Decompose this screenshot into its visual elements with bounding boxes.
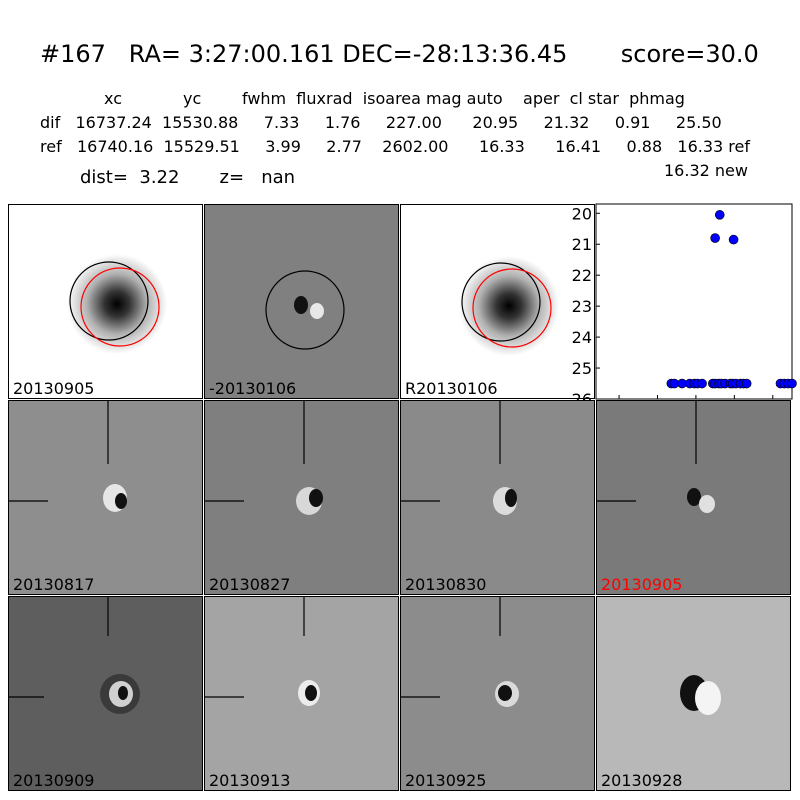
stamp-20130928: 20130928 [596, 596, 791, 791]
data-point [728, 234, 739, 245]
stamp-image [401, 597, 519, 707]
new-mag-row: 16.32 new [664, 161, 748, 180]
y-tick-label: 22 [572, 266, 592, 285]
panel-label: R20130106 [405, 379, 498, 398]
data-point [787, 378, 797, 389]
column-header-row: xc yc fwhm fluxrad isoarea mag auto aper… [104, 89, 685, 108]
light-curve-chart: 20212223242526−100−50050100 [572, 203, 797, 420]
y-tick-label: 24 [572, 328, 592, 347]
ref-aperture-ring [461, 262, 541, 342]
stamp-20130817: 20130817 [8, 400, 203, 595]
top-panel-new: 20130905 [8, 204, 203, 399]
diff-dark-lobe [294, 296, 308, 314]
y-tick-label: 21 [572, 235, 592, 254]
y-tick-label: 20 [572, 204, 592, 223]
data-point [710, 233, 720, 243]
new-aperture-ring [80, 267, 160, 347]
stamp-20130913: 20130913 [204, 596, 399, 791]
y-tick-label: 25 [572, 359, 592, 378]
panel-label: 20130817 [13, 575, 95, 594]
panel-label-highlighted: 20130905 [601, 575, 683, 594]
dif-row: dif 16737.24 15530.88 7.33 1.76 227.00 2… [40, 113, 722, 132]
stamp-image [9, 401, 127, 512]
data-point [714, 210, 725, 220]
data-point [741, 378, 752, 389]
stamp-20130830: 20130830 [400, 400, 595, 595]
top-panel-diff: -20130106 [204, 204, 399, 399]
page-title: #167 RA= 3:27:00.161 DEC=-28:13:36.45 sc… [40, 40, 759, 68]
panel-label: 20130909 [13, 771, 95, 790]
stamp-20130905: 20130905 [596, 400, 791, 595]
panel-label: 20130905 [13, 379, 95, 398]
stamp-diff-image [265, 270, 345, 350]
stamp-image [205, 597, 320, 706]
stamp-image [401, 401, 517, 515]
stamp-20130925: 20130925 [400, 596, 595, 791]
plot-frame [595, 203, 793, 400]
stamp-20130827: 20130827 [204, 400, 399, 595]
panel-label: 20130913 [209, 771, 291, 790]
panel-label: 20130827 [209, 575, 291, 594]
data-point [697, 378, 707, 389]
panel-label: -20130106 [209, 379, 297, 398]
y-tick-label: 23 [572, 297, 592, 316]
panel-label: 20130928 [601, 771, 683, 790]
stamp-image [205, 401, 323, 515]
new-aperture-ring [472, 268, 552, 348]
stamp-new-image [67, 254, 167, 354]
panel-label: 20130925 [405, 771, 487, 790]
stamp-image [9, 597, 140, 714]
star-blob [459, 256, 559, 356]
stamp-image [680, 675, 721, 715]
panel-label: 20130830 [405, 575, 487, 594]
ref-aperture-ring [69, 261, 149, 341]
stamp-20130909: 20130909 [8, 596, 203, 791]
diff-aperture-ring [265, 270, 345, 350]
stamp-image [597, 401, 715, 513]
diff-light-lobe [310, 303, 324, 319]
ref-row: ref 16740.16 15529.51 3.99 2.77 2602.00 … [40, 137, 750, 156]
top-panel-ref: R20130106 [400, 204, 595, 399]
dist-z-row: dist= 3.22 z= nan [80, 167, 296, 188]
stamp-ref-image [459, 256, 559, 356]
